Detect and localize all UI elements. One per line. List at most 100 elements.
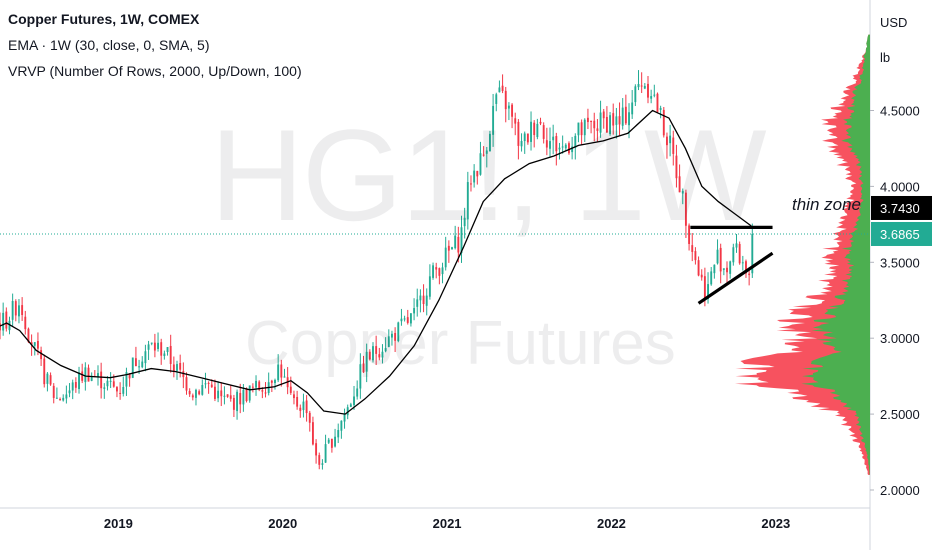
- candle-body: [112, 381, 115, 387]
- candle-body: [394, 332, 397, 341]
- candle-body: [52, 385, 55, 398]
- candle-body: [334, 436, 337, 447]
- candle-body: [21, 305, 24, 316]
- candle-body: [103, 387, 106, 389]
- candle-body: [74, 382, 77, 388]
- candle-body: [387, 336, 390, 347]
- candle-body: [264, 392, 267, 394]
- candle-body: [726, 267, 728, 273]
- candle-body: [713, 264, 716, 274]
- candle-body: [90, 375, 93, 381]
- candle-body: [549, 141, 551, 149]
- candle-body: [141, 361, 144, 368]
- candle-body: [586, 117, 589, 123]
- candle-body: [637, 84, 640, 88]
- candle-body: [694, 251, 697, 261]
- candle-body: [251, 386, 254, 388]
- candle-body: [274, 379, 276, 384]
- candle-body: [416, 299, 419, 307]
- legend-title[interactable]: Copper Futures, 1W, COMEX: [8, 11, 200, 27]
- candle-body: [43, 358, 46, 385]
- candle-body: [277, 364, 280, 381]
- candle-body: [236, 391, 239, 412]
- candle-body: [172, 364, 175, 371]
- candle-body: [150, 342, 153, 344]
- candle-body: [321, 463, 324, 465]
- candle-body: [220, 390, 223, 397]
- candle-body: [539, 121, 542, 124]
- candle-body: [504, 90, 507, 110]
- candle-body: [33, 342, 36, 346]
- candle-body: [62, 397, 65, 401]
- candle-body: [542, 125, 545, 139]
- candle-body: [255, 380, 257, 388]
- candle-body: [81, 371, 84, 381]
- candle-body: [438, 268, 441, 276]
- candle-body: [157, 342, 159, 349]
- candle-body: [605, 116, 608, 133]
- candle-body: [599, 112, 602, 133]
- candle-body: [11, 300, 14, 320]
- candle-body: [308, 412, 311, 423]
- candle-body: [362, 363, 365, 373]
- candle-body: [144, 351, 147, 364]
- candle-body: [153, 342, 156, 351]
- candle-body: [346, 407, 349, 416]
- candle-body: [463, 217, 466, 227]
- candle-body: [8, 320, 11, 331]
- legend-vrvp[interactable]: VRVP (Number Of Rows, 2000, Up/Down, 100…: [8, 63, 302, 79]
- candle-body: [138, 366, 141, 368]
- candle-body: [643, 85, 646, 89]
- legend-ema[interactable]: EMA · 1W (30, close, 0, SMA, 5): [8, 37, 210, 53]
- candle-body: [413, 308, 416, 314]
- candle-body: [318, 455, 321, 465]
- candle-body: [97, 373, 99, 378]
- candle-body: [669, 135, 672, 144]
- candle-body: [577, 122, 580, 136]
- unit-label: lb: [880, 50, 890, 65]
- candle-body: [163, 353, 166, 357]
- candle-body: [571, 146, 574, 153]
- candle-body: [296, 396, 299, 407]
- candle-body: [327, 439, 330, 443]
- candle-body: [71, 382, 74, 391]
- price-badge: [871, 195, 932, 220]
- candle-body: [425, 295, 428, 306]
- y-tick-label: 2.0000: [880, 483, 920, 498]
- candle-body: [176, 364, 178, 371]
- candle-body: [501, 85, 504, 91]
- candle-body: [530, 121, 532, 142]
- candle-body: [738, 243, 741, 264]
- candle-body: [245, 389, 248, 402]
- candle-body: [49, 375, 52, 385]
- candle-body: [628, 112, 630, 126]
- candle-body: [283, 376, 286, 378]
- candle-body: [391, 333, 393, 338]
- candle-body: [239, 392, 242, 405]
- candle-body: [18, 305, 20, 317]
- volume-profile-up: [801, 34, 870, 475]
- candle-body: [454, 235, 457, 249]
- candle-body: [498, 87, 501, 93]
- candle-body: [359, 364, 362, 389]
- ema-line: [0, 109, 752, 415]
- candle-body: [618, 116, 621, 125]
- candle-body: [289, 386, 292, 393]
- candle-body: [299, 407, 302, 411]
- candle-body: [106, 380, 109, 387]
- candle-body: [409, 313, 412, 324]
- candle-body: [688, 225, 691, 244]
- y-tick-label: 3.0000: [880, 331, 920, 346]
- candle-body: [384, 348, 387, 352]
- candle-body: [324, 444, 327, 463]
- candle-body: [311, 422, 314, 445]
- candle-body: [204, 383, 207, 385]
- candle-body: [495, 94, 498, 104]
- candle-body: [568, 143, 570, 154]
- candle-body: [697, 260, 700, 276]
- price-badge-label: 3.7430: [880, 201, 920, 216]
- price-badge: [871, 221, 932, 246]
- candle-body: [353, 396, 355, 406]
- candle-body: [580, 122, 583, 136]
